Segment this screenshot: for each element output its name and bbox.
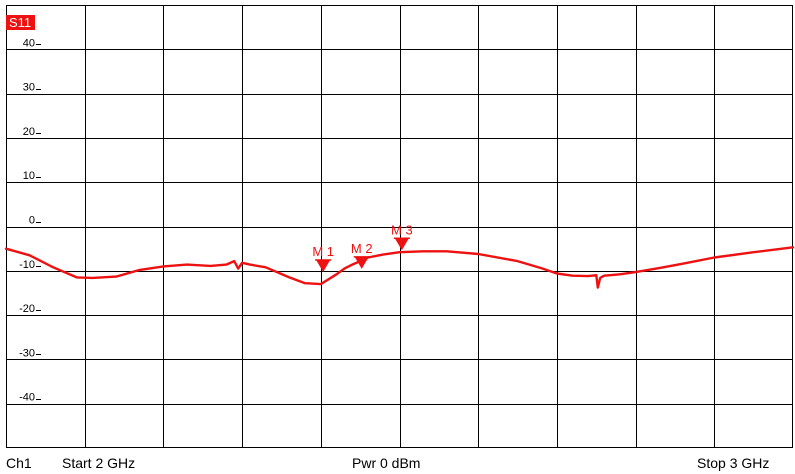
y-tick-labels: 40 30 20 10 0 -10 -20 -30 -40 <box>19 37 41 404</box>
stop-frequency-label[interactable]: Stop 3 GHz <box>697 455 769 471</box>
start-frequency-label[interactable]: Start 2 GHz <box>62 455 135 471</box>
marker-label: M 2 <box>351 241 373 256</box>
y-tick-label: -20 <box>19 303 35 315</box>
marker-label: M 1 <box>312 244 334 259</box>
y-tick-label: 30 <box>23 82 35 94</box>
channel-label[interactable]: Ch1 <box>6 455 32 471</box>
y-tick-label: 40 <box>23 37 35 49</box>
status-footer: Ch1 Start 2 GHz Pwr 0 dBm Stop 3 GHz <box>6 455 769 471</box>
marker-triangle <box>316 260 331 273</box>
marker-triangle <box>394 238 409 251</box>
y-tick-label: -40 <box>19 392 35 404</box>
marker-3[interactable]: M 3 <box>391 222 413 251</box>
graticule-frame <box>6 5 793 448</box>
marker-layer: M 1 M 2 M 3 <box>312 222 413 273</box>
graticule <box>6 5 793 448</box>
y-tick-label: -10 <box>19 259 35 271</box>
y-tick-label: -30 <box>19 347 35 359</box>
trace-badge-label: S11 <box>9 15 31 30</box>
marker-2[interactable]: M 2 <box>351 241 373 269</box>
trace-badge-background <box>6 15 35 30</box>
trace-badge[interactable]: S11 <box>6 15 35 30</box>
marker-triangle <box>354 256 369 269</box>
marker-1[interactable]: M 1 <box>312 244 334 273</box>
y-tick-label: 10 <box>23 170 35 182</box>
y-tick-label: 0 <box>29 215 35 227</box>
power-label[interactable]: Pwr 0 dBm <box>352 455 420 471</box>
marker-label: M 3 <box>391 222 413 237</box>
y-tick-label: 20 <box>23 126 35 138</box>
